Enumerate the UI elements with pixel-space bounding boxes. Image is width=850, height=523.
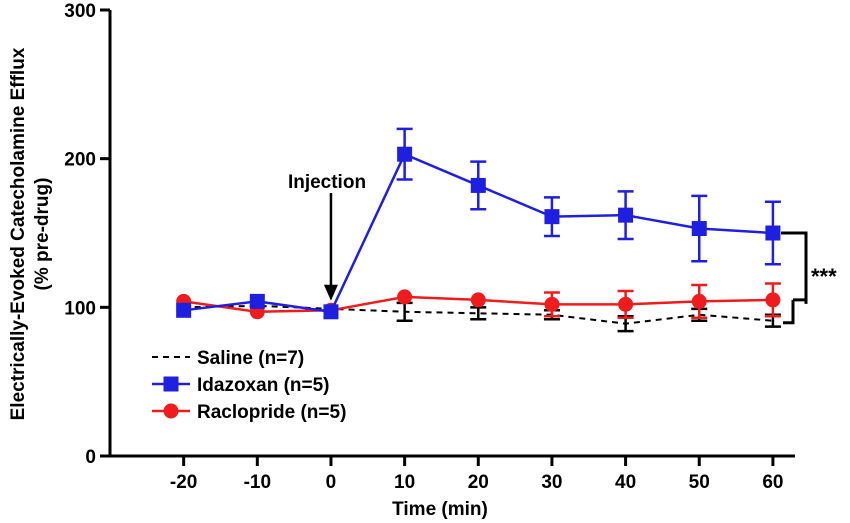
- y-tick-label: 100: [64, 298, 96, 319]
- data-point: [618, 296, 634, 312]
- series-idazoxan: [176, 127, 781, 320]
- axes: [108, 10, 795, 458]
- x-tick-label: 60: [762, 472, 783, 493]
- data-point: [765, 292, 781, 308]
- significance-bracket-line: [781, 231, 808, 325]
- data-point: [397, 146, 413, 162]
- x-axis-label: Time (min): [392, 499, 488, 520]
- data-point: [470, 292, 486, 308]
- injection-label: Injection: [288, 172, 366, 193]
- legend-item-saline: Saline (n=7): [152, 348, 304, 369]
- legend-marker: [163, 376, 179, 392]
- data-point: [544, 296, 560, 312]
- legend-label: Idazoxan (n=5): [197, 375, 330, 396]
- injection-arrow-head: [323, 284, 338, 301]
- data-point: [544, 209, 560, 225]
- x-tick-label: 30: [541, 472, 562, 493]
- y-tick-label: 300: [64, 1, 96, 22]
- x-tick-label: 0: [326, 472, 337, 493]
- y-tick-label: 200: [64, 150, 96, 171]
- injection-annotation: Injection: [288, 172, 366, 301]
- significance-stars: ***: [811, 264, 837, 289]
- data-point: [323, 304, 339, 320]
- x-tick-label: 10: [394, 472, 415, 493]
- x-tick-label: -10: [244, 472, 271, 493]
- x-tick-label: -20: [170, 472, 197, 493]
- y-axis-ticks: 0 100 200 300: [64, 1, 110, 468]
- significance-bracket: ***: [781, 231, 837, 325]
- legend-item-idazoxan: Idazoxan (n=5): [152, 375, 330, 396]
- data-point: [618, 207, 634, 223]
- y-tick-label: 0: [85, 447, 96, 468]
- legend: Saline (n=7) Idazoxan (n=5) Raclopride (n=…: [152, 348, 346, 423]
- legend-marker: [163, 403, 179, 419]
- x-tick-label: 40: [615, 472, 636, 493]
- y-axis-label-line1: Electrically-Evoked Catecholamine Efflux: [8, 47, 29, 420]
- series-layer: [176, 127, 781, 333]
- x-axis-ticks: -20 -10 0 10 20 30 40 50 60: [170, 456, 783, 493]
- x-tick-label: 50: [689, 472, 710, 493]
- data-point: [765, 225, 781, 241]
- data-point: [397, 289, 413, 305]
- legend-item-raclopride: Raclopride (n=5): [152, 402, 346, 423]
- data-point: [691, 221, 707, 237]
- x-tick-label: 20: [468, 472, 489, 493]
- data-point: [470, 177, 486, 193]
- y-axis-label-line2: (% pre-drug): [32, 178, 53, 291]
- data-point: [691, 293, 707, 309]
- legend-label: Saline (n=7): [197, 348, 304, 369]
- data-point: [176, 302, 192, 318]
- data-point: [249, 293, 265, 309]
- legend-label: Raclopride (n=5): [197, 402, 346, 423]
